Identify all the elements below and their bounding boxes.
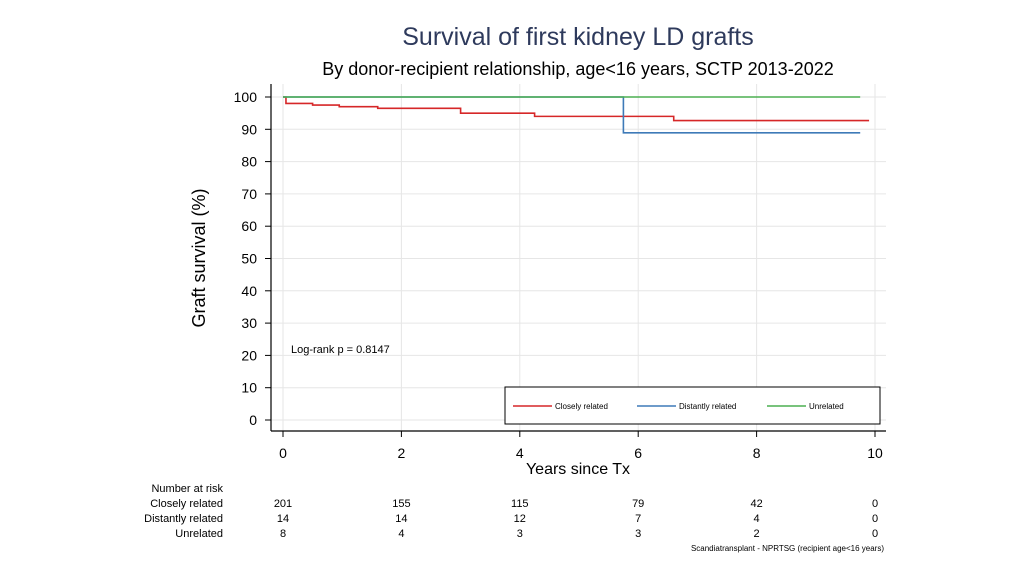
risk-count: 42	[750, 498, 762, 510]
risk-count: 201	[274, 498, 292, 510]
risk-count: 14	[395, 513, 407, 525]
risk-table-header: Number at risk	[151, 483, 223, 495]
x-tick-label: 8	[753, 445, 761, 461]
y-axis-label: Graft survival (%)	[189, 188, 209, 327]
risk-count: 0	[872, 528, 878, 540]
grid	[271, 84, 886, 431]
legend-items: Closely related Distantly related Unrelate…	[513, 402, 844, 411]
risk-count: 0	[872, 513, 878, 525]
y-tick-label: 20	[241, 347, 257, 363]
risk-count: 2	[754, 528, 760, 540]
risk-table: Number at risk Closely related 201 155 115 7…	[144, 483, 878, 540]
risk-count: 7	[635, 513, 641, 525]
risk-count: 12	[514, 513, 526, 525]
risk-count: 115	[511, 498, 529, 510]
y-tick-label: 60	[241, 218, 257, 234]
risk-count: 3	[517, 528, 523, 540]
risk-count: 79	[632, 498, 644, 510]
series-lines	[283, 96, 870, 134]
risk-row-label: Closely related	[150, 498, 223, 510]
x-tick-label: 4	[516, 445, 524, 461]
legend-label: Unrelated	[809, 402, 844, 411]
x-tick-label: 6	[634, 445, 642, 461]
legend-label: Closely related	[555, 402, 608, 411]
risk-count: 8	[280, 528, 286, 540]
risk-count: 14	[277, 513, 289, 525]
footnote: Scandiatransplant - NPRTSG (recipient ag…	[691, 544, 884, 553]
risk-count: 155	[392, 498, 410, 510]
axes	[270, 84, 886, 432]
y-tick-label: 80	[241, 154, 257, 170]
y-ticks: 0 10 20 30 40 50 60 70 80 90 100	[234, 89, 271, 428]
x-tick-label: 0	[279, 445, 287, 461]
logrank-annotation: Log-rank p = 0.8147	[291, 344, 390, 356]
series-line-distantly-related	[283, 96, 861, 134]
series-line-closely-related	[283, 96, 870, 122]
x-tick-label: 2	[398, 445, 406, 461]
legend-box	[504, 386, 881, 425]
risk-count: 0	[872, 498, 878, 510]
y-tick-label: 0	[249, 412, 257, 428]
y-tick-label: 90	[241, 121, 257, 137]
y-tick-label: 30	[241, 315, 257, 331]
x-tick-label: 10	[867, 445, 883, 461]
x-ticks: 0 2 4 6 8 10	[279, 431, 883, 461]
y-tick-label: 10	[241, 380, 257, 396]
risk-count: 3	[635, 528, 641, 540]
risk-row-label: Unrelated	[175, 528, 223, 540]
y-tick-label: 40	[241, 283, 257, 299]
chart-subtitle: By donor-recipient relationship, age<16 …	[322, 59, 833, 79]
risk-row-label: Distantly related	[144, 513, 223, 525]
risk-count: 4	[398, 528, 404, 540]
y-tick-label: 70	[241, 186, 257, 202]
legend: Closely related Distantly related Unrelate…	[504, 386, 881, 425]
x-axis-label: Years since Tx	[526, 461, 630, 478]
chart-title: Survival of first kidney LD grafts	[402, 23, 754, 51]
risk-count: 4	[754, 513, 760, 525]
y-tick-label: 100	[234, 89, 258, 105]
y-tick-label: 50	[241, 251, 257, 267]
legend-label: Distantly related	[679, 402, 736, 411]
